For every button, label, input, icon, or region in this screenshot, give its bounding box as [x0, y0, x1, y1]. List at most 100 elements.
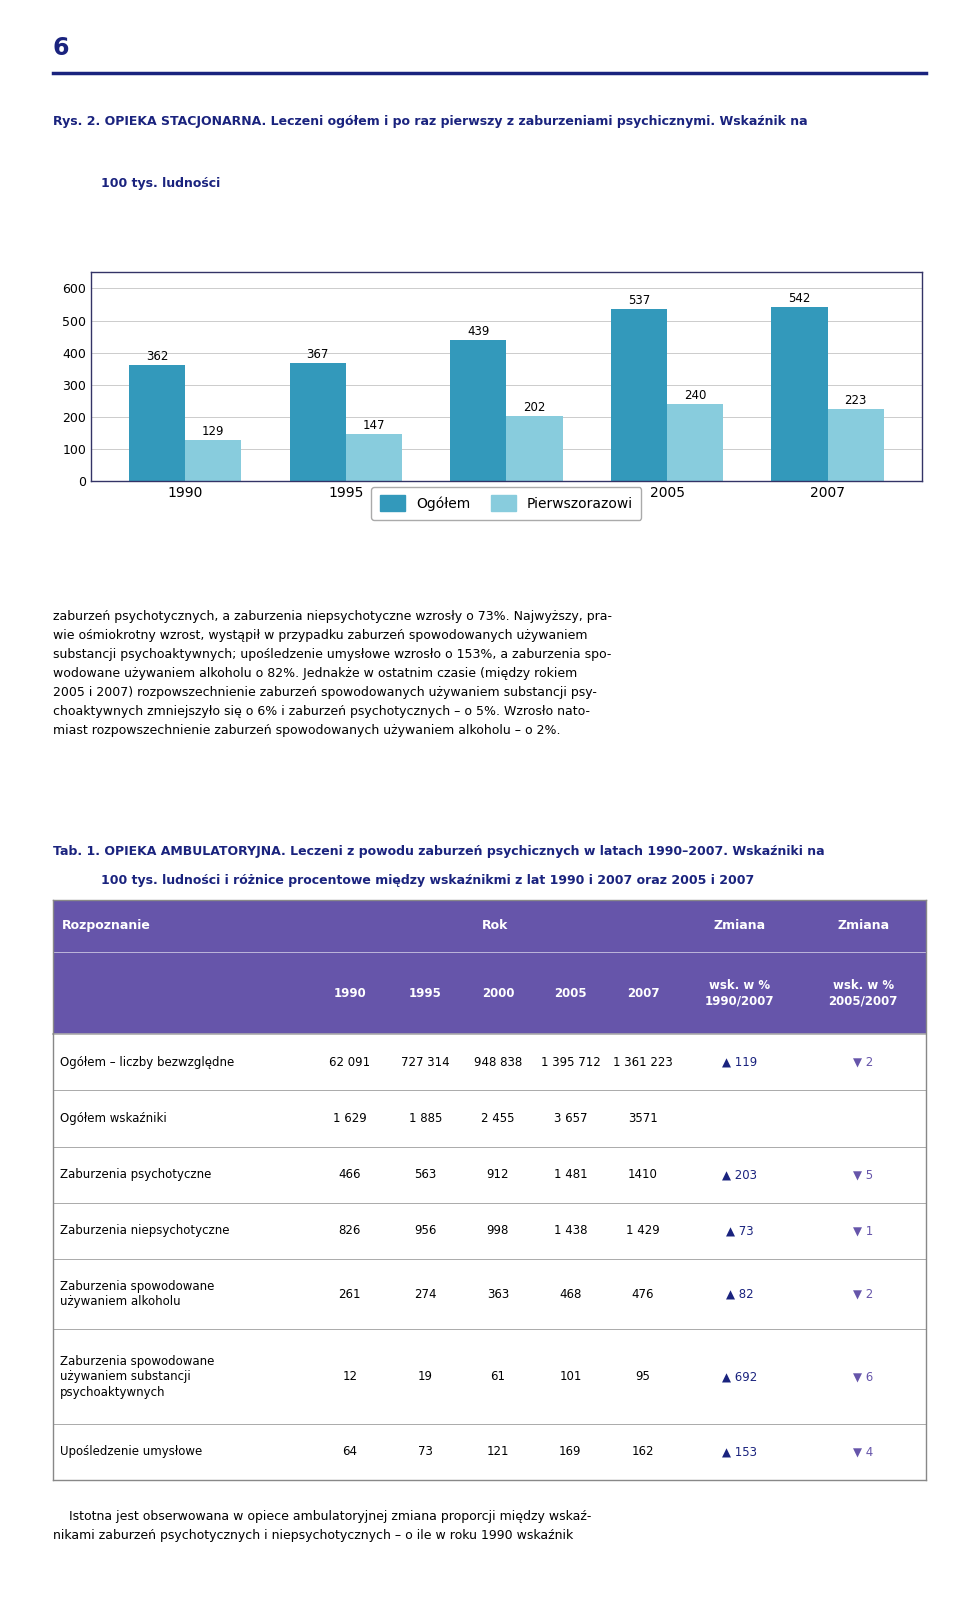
Text: wsk. w %
1990/2007: wsk. w % 1990/2007 — [705, 978, 774, 1008]
Bar — [450, 340, 507, 481]
Text: 2000: 2000 — [482, 987, 515, 1000]
Text: ▼ 6: ▼ 6 — [852, 1371, 874, 1383]
Text: ▼ 4: ▼ 4 — [852, 1445, 874, 1458]
Text: ▲ 692: ▲ 692 — [722, 1371, 757, 1383]
Text: Zaburzenia niepsychotyczne: Zaburzenia niepsychotyczne — [60, 1225, 229, 1238]
Text: 1 885: 1 885 — [409, 1111, 442, 1124]
Bar — [185, 439, 241, 481]
Bar — [290, 363, 346, 481]
Text: 439: 439 — [468, 326, 490, 339]
Bar — [772, 308, 828, 481]
Text: Zmiana: Zmiana — [837, 920, 889, 933]
Text: 1410: 1410 — [628, 1168, 658, 1181]
Text: Rok: Rok — [482, 920, 508, 933]
Bar — [53, 1034, 926, 1090]
Text: Zmiana: Zmiana — [713, 920, 765, 933]
Text: 3 657: 3 657 — [554, 1111, 588, 1124]
Text: 542: 542 — [788, 292, 810, 305]
Text: ▼ 2: ▼ 2 — [852, 1056, 874, 1069]
Text: 129: 129 — [202, 424, 225, 437]
Text: 61: 61 — [491, 1371, 505, 1383]
Bar — [667, 403, 723, 481]
Text: ▲ 119: ▲ 119 — [722, 1056, 757, 1069]
Text: 468: 468 — [560, 1288, 582, 1301]
Text: 162: 162 — [632, 1445, 654, 1458]
Text: Zaburzenia psychotyczne: Zaburzenia psychotyczne — [60, 1168, 211, 1181]
Text: 100 tys. ludności i różnice procentowe między wskaźnikmi z lat 1990 i 2007 oraz : 100 tys. ludności i różnice procentowe m… — [101, 875, 755, 888]
Text: 6: 6 — [53, 36, 69, 60]
Text: 274: 274 — [414, 1288, 437, 1301]
Text: 563: 563 — [415, 1168, 437, 1181]
Text: 912: 912 — [487, 1168, 509, 1181]
Bar — [53, 1328, 926, 1424]
Text: 121: 121 — [487, 1445, 509, 1458]
Text: ▲ 153: ▲ 153 — [722, 1445, 756, 1458]
Text: 62 091: 62 091 — [329, 1056, 371, 1069]
Bar — [346, 434, 402, 481]
Text: 826: 826 — [339, 1225, 361, 1238]
Text: Zaburzenia spowodowane
używaniem alkoholu: Zaburzenia spowodowane używaniem alkohol… — [60, 1280, 214, 1309]
Text: 73: 73 — [418, 1445, 433, 1458]
Legend: Ogółem, Pierwszorazowi: Ogółem, Pierwszorazowi — [372, 488, 641, 520]
Text: 223: 223 — [845, 394, 867, 408]
Text: ▲ 73: ▲ 73 — [726, 1225, 754, 1238]
Text: Zaburzenia spowodowane
używaniem substancji
psychoaktywnych: Zaburzenia spowodowane używaniem substan… — [60, 1354, 214, 1398]
Text: Ogółem – liczby bezwzględne: Ogółem – liczby bezwzględne — [60, 1056, 234, 1069]
Bar — [53, 1147, 926, 1202]
Bar — [129, 364, 185, 481]
Text: 12: 12 — [343, 1371, 357, 1383]
Text: 998: 998 — [487, 1225, 509, 1238]
Text: Ogółem wskaźniki: Ogółem wskaźniki — [60, 1111, 166, 1124]
Text: Rys. 2. OPIEKA STACJONARNA. Leczeni ogółem i po raz pierwszy z zaburzeniami psyc: Rys. 2. OPIEKA STACJONARNA. Leczeni ogół… — [53, 115, 807, 128]
Text: 1 361 223: 1 361 223 — [613, 1056, 673, 1069]
Text: 2005: 2005 — [554, 987, 587, 1000]
Text: 367: 367 — [306, 348, 329, 361]
Bar — [828, 410, 884, 481]
Bar — [506, 416, 563, 481]
Text: Istotna jest obserwowana w opiece ambulatoryjnej zmiana proporcji między wskaź-
: Istotna jest obserwowana w opiece ambula… — [53, 1510, 591, 1542]
Bar — [53, 901, 926, 953]
Text: 466: 466 — [339, 1168, 361, 1181]
Text: 948 838: 948 838 — [474, 1056, 522, 1069]
Text: Upośledzenie umysłowe: Upośledzenie umysłowe — [60, 1445, 202, 1458]
Text: ▲ 203: ▲ 203 — [722, 1168, 756, 1181]
Text: 1 395 712: 1 395 712 — [540, 1056, 600, 1069]
Text: 1 438: 1 438 — [554, 1225, 588, 1238]
Text: 362: 362 — [146, 350, 168, 363]
Text: 956: 956 — [414, 1225, 437, 1238]
Bar — [53, 1424, 926, 1481]
Text: zaburzeń psychotycznych, a zaburzenia niepsychotyczne wzrosły o 73%. Najwyższy, : zaburzeń psychotycznych, a zaburzenia ni… — [53, 611, 612, 737]
Text: 261: 261 — [339, 1288, 361, 1301]
Bar — [53, 1259, 926, 1328]
Text: 147: 147 — [363, 420, 385, 433]
Text: 169: 169 — [559, 1445, 582, 1458]
Text: 1 481: 1 481 — [554, 1168, 588, 1181]
Text: 95: 95 — [636, 1371, 650, 1383]
Text: ▼ 2: ▼ 2 — [852, 1288, 874, 1301]
Text: 2007: 2007 — [627, 987, 660, 1000]
Text: ▼ 5: ▼ 5 — [853, 1168, 874, 1181]
Text: 363: 363 — [487, 1288, 509, 1301]
Text: 476: 476 — [632, 1288, 654, 1301]
Text: 101: 101 — [560, 1371, 582, 1383]
Text: Tab. 1. OPIEKA AMBULATORYJNA. Leczeni z powodu zaburzeń psychicznych w latach 19: Tab. 1. OPIEKA AMBULATORYJNA. Leczeni z … — [53, 846, 825, 859]
Text: Rozpoznanie: Rozpoznanie — [61, 920, 151, 933]
Text: 100 tys. ludności: 100 tys. ludności — [101, 178, 220, 191]
Bar — [611, 309, 667, 481]
Text: 1995: 1995 — [409, 987, 442, 1000]
Bar — [53, 1202, 926, 1259]
Text: 537: 537 — [628, 293, 650, 306]
Text: ▲ 82: ▲ 82 — [726, 1288, 754, 1301]
Text: 727 314: 727 314 — [401, 1056, 449, 1069]
Text: 1990: 1990 — [333, 987, 366, 1000]
Text: 64: 64 — [343, 1445, 357, 1458]
Text: 3571: 3571 — [628, 1111, 658, 1124]
Text: 1 429: 1 429 — [626, 1225, 660, 1238]
Text: 202: 202 — [523, 402, 545, 415]
Bar — [53, 1090, 926, 1147]
Text: 1 629: 1 629 — [333, 1111, 367, 1124]
Bar — [53, 953, 926, 1034]
Text: 240: 240 — [684, 389, 707, 402]
Text: wsk. w %
2005/2007: wsk. w % 2005/2007 — [828, 978, 898, 1008]
Text: 19: 19 — [418, 1371, 433, 1383]
